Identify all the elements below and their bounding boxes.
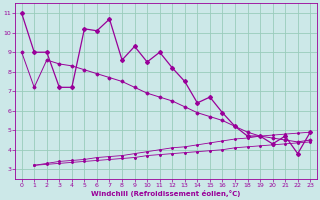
X-axis label: Windchill (Refroidissement éolien,°C): Windchill (Refroidissement éolien,°C) xyxy=(91,190,241,197)
